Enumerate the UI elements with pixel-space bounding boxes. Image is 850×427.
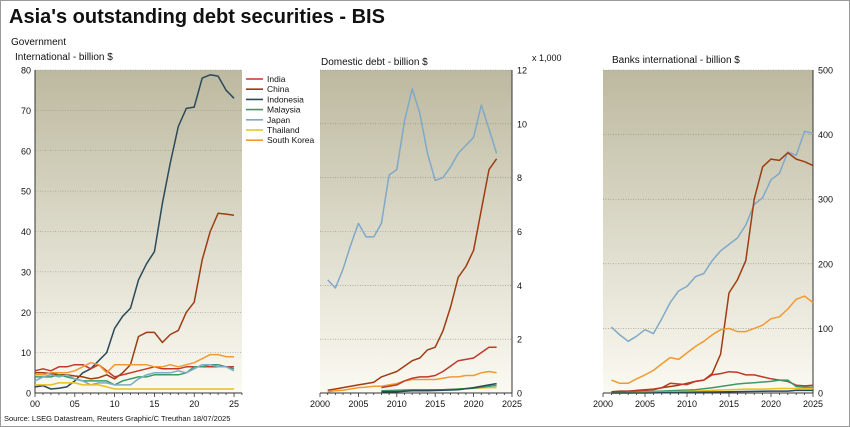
legend-label-japan: Japan: [267, 115, 290, 125]
xtick-label-domestic: 2025: [502, 399, 522, 409]
panel-title-banks: Banks international - billion $: [612, 55, 740, 66]
xtick-label-international: 05: [70, 399, 80, 409]
panel-title-domestic: Domestic debt - billion $: [321, 57, 428, 68]
xtick-label-banks: 2020: [761, 399, 781, 409]
ytick-label-international: 70: [21, 106, 31, 116]
legend-label-south-korea: South Korea: [267, 135, 315, 145]
ytick-label-domestic: 10: [517, 119, 527, 129]
legend-label-thailand: Thailand: [267, 125, 300, 135]
series-line-international-indonesia: [34, 74, 235, 390]
series-line-domestic-japan: [327, 88, 498, 289]
xtick-label-banks: 2025: [803, 399, 823, 409]
legend: IndiaChinaIndonesiaMalaysiaJapanThailand…: [246, 74, 315, 145]
chart-title: Asia's outstanding debt securities - BIS: [9, 6, 385, 28]
ytick-label-banks: 400: [818, 130, 833, 140]
xtick-label-domestic: 2005: [348, 399, 368, 409]
plot-area-banks: [603, 70, 813, 393]
xtick-label-domestic: 2015: [425, 399, 445, 409]
xtick-label-domestic: 2000: [310, 399, 330, 409]
series-line-international-japan: [34, 363, 235, 386]
ytick-label-international: 0: [26, 389, 31, 399]
ytick-label-domestic: 12: [517, 66, 527, 76]
ytick-label-international: 80: [21, 66, 31, 76]
xtick-label-international: 15: [149, 399, 159, 409]
series-line-international-thailand: [35, 382, 234, 390]
ytick-label-banks: 300: [818, 195, 833, 205]
ytick-label-international: 10: [21, 348, 31, 358]
series-line-banks-indonesia: [611, 389, 813, 394]
ytick-label-banks: 200: [818, 259, 833, 269]
xtick-label-international: 20: [189, 399, 199, 409]
ytick-label-international: 40: [21, 227, 31, 237]
panel-banks: Banks international - billion $ 0 100 200 3…: [593, 55, 833, 409]
ytick-label-international: 60: [21, 146, 31, 156]
xtick-label-domestic: 2010: [387, 399, 407, 409]
group-label: Government: [11, 37, 66, 48]
series-line-banks-malaysia: [611, 379, 813, 394]
series-line-domestic-china: [327, 158, 498, 392]
series-line-domestic-india: [381, 346, 497, 389]
ytick-label-domestic: 4: [517, 281, 522, 291]
ytick-label-international: 30: [21, 267, 31, 277]
xtick-label-banks: 2005: [635, 399, 655, 409]
series-line-domestic-indonesia: [381, 382, 497, 393]
legend-label-indonesia: Indonesia: [267, 94, 304, 104]
ytick-label-banks: 0: [818, 389, 823, 399]
panel-title-international: International - billion $: [15, 52, 113, 63]
xtick-label-international: 10: [110, 399, 120, 409]
ytick-label-international: 50: [21, 187, 31, 197]
series-line-international-south-korea: [35, 353, 234, 376]
series-line-international-malaysia: [35, 363, 235, 386]
xtick-label-banks: 2010: [677, 399, 697, 409]
ytick-label-international: 20: [21, 308, 31, 318]
series-line-banks-japan: [610, 130, 814, 343]
xtick-label-international: 00: [30, 399, 40, 409]
xtick-label-banks: 2015: [719, 399, 739, 409]
ytick-label-domestic: 2: [517, 335, 522, 345]
ytick-label-banks: 500: [818, 66, 833, 76]
legend-label-malaysia: Malaysia: [267, 105, 301, 115]
ytick-label-banks: 100: [818, 324, 833, 334]
xtick-label-domestic: 2020: [464, 399, 484, 409]
xtick-label-international: 25: [229, 399, 239, 409]
ytick-label-domestic: 6: [517, 227, 522, 237]
panel-international: International - billion $ 0 10 20 30 40 50 60 7…: [15, 52, 243, 409]
unit-note: x 1,000: [532, 53, 562, 63]
source-note: Source: LSEG Datastream, Reuters Graphic…: [4, 414, 230, 423]
ytick-label-domestic: 0: [517, 389, 522, 399]
series-line-domestic-south-korea: [327, 370, 497, 393]
ytick-label-domestic: 8: [517, 173, 522, 183]
panel-domestic: Domestic debt - billion $ x 1,000 0 2 4 6 8 1…: [310, 53, 562, 409]
legend-label-india: India: [267, 74, 286, 84]
series-line-banks-south-korea: [611, 295, 814, 385]
xtick-label-banks: 2000: [593, 399, 613, 409]
legend-label-china: China: [267, 84, 289, 94]
